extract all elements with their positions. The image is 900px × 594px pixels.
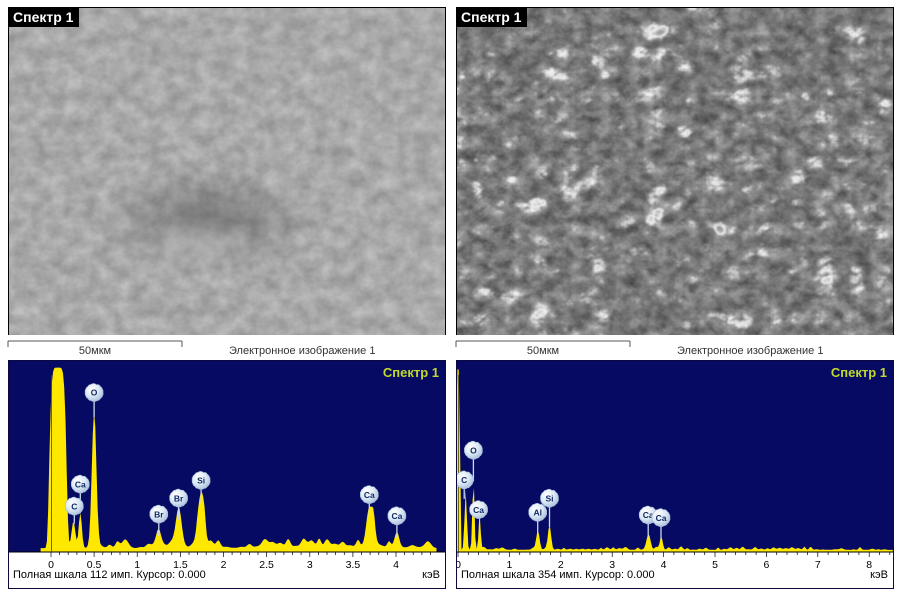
svg-text:C: C [71, 501, 77, 511]
svg-text:Ca: Ca [75, 479, 86, 489]
svg-text:Si: Si [197, 476, 205, 486]
svg-text:Si: Si [545, 493, 553, 503]
svg-text:C: C [461, 475, 467, 485]
svg-text:6: 6 [763, 559, 769, 571]
svg-text:Br: Br [174, 493, 184, 503]
svg-text:2.5: 2.5 [259, 559, 274, 571]
svg-text:Ca: Ca [364, 490, 375, 500]
svg-text:2: 2 [221, 559, 227, 571]
svg-text:3: 3 [307, 559, 313, 571]
svg-text:7: 7 [815, 559, 821, 571]
svg-text:5: 5 [712, 559, 718, 571]
svg-text:3.5: 3.5 [346, 559, 361, 571]
svg-text:Br: Br [154, 509, 164, 519]
svg-text:Ca: Ca [656, 513, 667, 523]
svg-text:Al: Al [533, 508, 542, 518]
svg-text:4: 4 [661, 559, 667, 571]
svg-text:O: O [91, 388, 98, 398]
svg-text:4: 4 [393, 559, 399, 571]
svg-text:Ca: Ca [473, 505, 484, 515]
svg-text:Ca: Ca [391, 511, 402, 521]
svg-text:O: O [470, 445, 477, 455]
